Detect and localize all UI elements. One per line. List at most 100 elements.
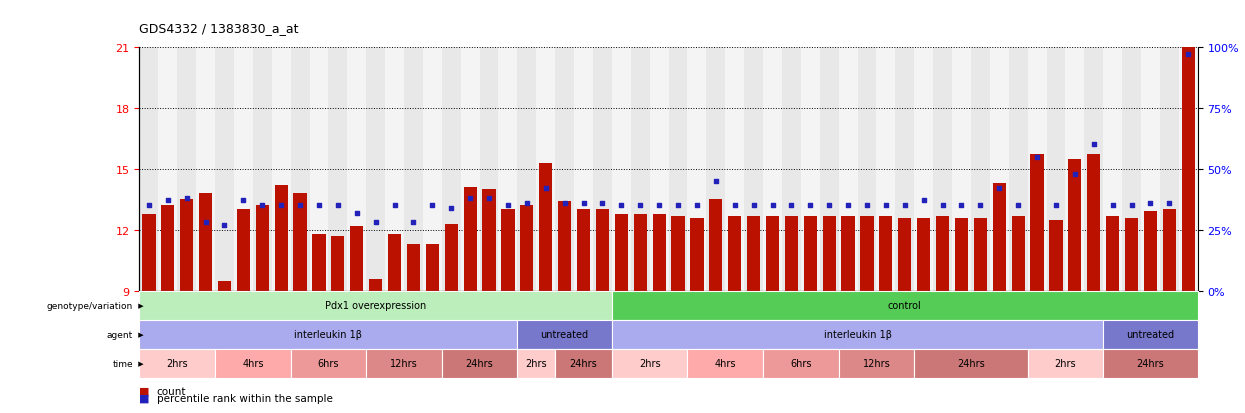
Bar bbox=[234, 47, 253, 291]
Point bbox=[914, 198, 934, 204]
Bar bbox=[558, 202, 571, 291]
Bar bbox=[537, 47, 555, 291]
Bar bbox=[1050, 220, 1062, 291]
Bar bbox=[463, 188, 477, 291]
Bar bbox=[839, 47, 858, 291]
Point bbox=[517, 200, 537, 207]
Bar bbox=[860, 216, 874, 291]
Point bbox=[1140, 200, 1160, 207]
Text: control: control bbox=[888, 301, 921, 311]
Point bbox=[574, 200, 594, 207]
Bar bbox=[502, 210, 514, 291]
Bar bbox=[690, 218, 703, 291]
Bar bbox=[1066, 47, 1084, 291]
Bar bbox=[745, 47, 763, 291]
Bar bbox=[290, 47, 310, 291]
Point bbox=[1064, 171, 1084, 178]
Point bbox=[951, 202, 971, 209]
Bar bbox=[329, 47, 347, 291]
Bar bbox=[819, 47, 839, 291]
Bar bbox=[611, 47, 631, 291]
Text: untreated: untreated bbox=[540, 330, 589, 339]
Text: time: time bbox=[112, 359, 133, 368]
Bar bbox=[142, 214, 156, 291]
Bar bbox=[596, 210, 609, 291]
Bar bbox=[158, 47, 177, 291]
Bar bbox=[710, 200, 722, 291]
Point bbox=[479, 195, 499, 202]
Bar bbox=[804, 216, 817, 291]
Bar bbox=[918, 218, 930, 291]
Text: 2hrs: 2hrs bbox=[167, 358, 188, 368]
Point bbox=[743, 202, 763, 209]
Text: 12hrs: 12hrs bbox=[863, 358, 890, 368]
Point bbox=[195, 220, 215, 226]
Text: 6hrs: 6hrs bbox=[791, 358, 812, 368]
Text: 2hrs: 2hrs bbox=[1055, 358, 1076, 368]
Bar bbox=[971, 47, 990, 291]
Bar bbox=[461, 47, 479, 291]
Text: 24hrs: 24hrs bbox=[570, 358, 598, 368]
Bar bbox=[199, 194, 212, 291]
Bar bbox=[766, 216, 779, 291]
Point bbox=[630, 202, 650, 209]
Bar bbox=[518, 47, 537, 291]
Bar bbox=[652, 214, 666, 291]
Bar bbox=[974, 218, 987, 291]
Bar bbox=[879, 216, 893, 291]
Point bbox=[857, 202, 876, 209]
Point bbox=[327, 202, 347, 209]
Bar bbox=[1160, 47, 1179, 291]
Text: ▶: ▶ bbox=[136, 332, 143, 337]
Bar bbox=[1140, 47, 1160, 291]
Bar bbox=[615, 214, 627, 291]
Point bbox=[347, 210, 367, 216]
Point bbox=[498, 202, 518, 209]
Bar bbox=[388, 234, 401, 291]
Point bbox=[876, 202, 896, 209]
Point bbox=[461, 195, 481, 202]
Bar bbox=[442, 47, 461, 291]
Bar bbox=[369, 279, 382, 291]
Point bbox=[611, 202, 631, 209]
Bar bbox=[1125, 218, 1138, 291]
Bar bbox=[407, 244, 420, 291]
Bar bbox=[479, 47, 498, 291]
Bar bbox=[403, 47, 423, 291]
Bar bbox=[706, 47, 726, 291]
Text: agent: agent bbox=[107, 330, 133, 339]
Point bbox=[782, 202, 802, 209]
Point bbox=[970, 202, 990, 209]
Point bbox=[309, 202, 329, 209]
Bar bbox=[215, 47, 234, 291]
Point bbox=[422, 202, 442, 209]
Bar bbox=[952, 47, 971, 291]
Bar bbox=[1179, 47, 1198, 291]
Text: ▶: ▶ bbox=[136, 361, 143, 366]
Point bbox=[838, 202, 858, 209]
Bar bbox=[498, 47, 518, 291]
Text: genotype/variation: genotype/variation bbox=[47, 301, 133, 310]
Point bbox=[366, 220, 386, 226]
Bar bbox=[310, 47, 329, 291]
Bar bbox=[1122, 47, 1140, 291]
Bar bbox=[782, 47, 801, 291]
Point bbox=[819, 202, 839, 209]
Bar bbox=[1087, 155, 1101, 291]
Bar bbox=[1106, 216, 1119, 291]
Point bbox=[1084, 142, 1104, 148]
Bar bbox=[593, 47, 611, 291]
Bar bbox=[275, 185, 288, 291]
Point bbox=[895, 202, 915, 209]
Point bbox=[214, 222, 234, 229]
Bar bbox=[858, 47, 876, 291]
Bar bbox=[669, 47, 687, 291]
Point bbox=[385, 202, 405, 209]
Text: Pdx1 overexpression: Pdx1 overexpression bbox=[325, 301, 426, 311]
Bar bbox=[823, 216, 835, 291]
Bar bbox=[1031, 155, 1043, 291]
Bar bbox=[671, 216, 685, 291]
Bar bbox=[895, 47, 914, 291]
Text: count: count bbox=[157, 386, 187, 396]
Bar bbox=[574, 47, 593, 291]
